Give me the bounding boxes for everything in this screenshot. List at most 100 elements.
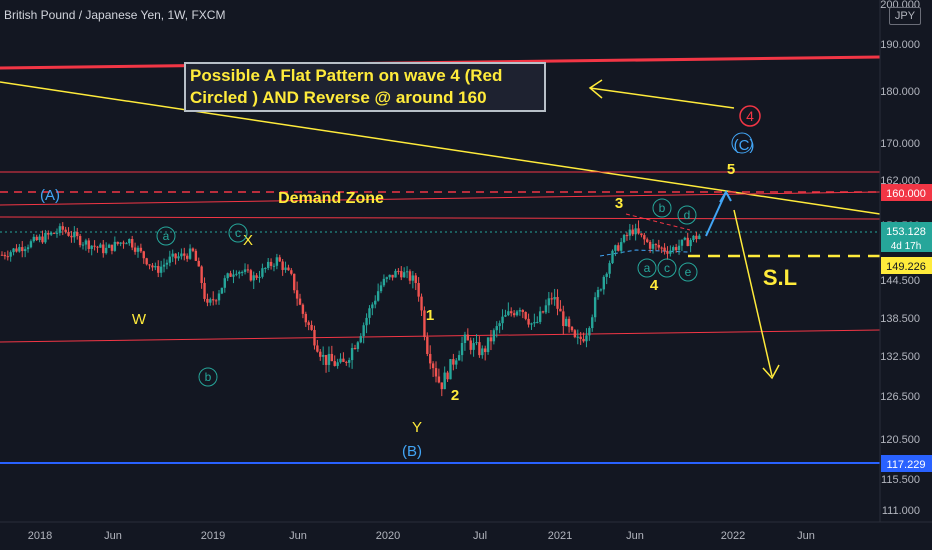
candle-body xyxy=(414,275,417,284)
candle-body xyxy=(32,236,36,242)
candle-body xyxy=(214,300,218,302)
lower-channel-line[interactable] xyxy=(0,329,881,343)
projected-wave-5-arrowhead xyxy=(719,190,732,203)
candle-body xyxy=(437,376,441,383)
candle-body xyxy=(498,323,501,327)
time-axis[interactable]: 2018 Jun 2019 Jun 2020 Jul 2021 Jun 2022 Jun xyxy=(0,521,932,542)
candle-body xyxy=(183,253,186,256)
candle-body xyxy=(631,229,634,235)
candle-body xyxy=(469,340,472,350)
candle-body xyxy=(417,283,420,297)
circled-b-2: b xyxy=(652,198,672,218)
stop-loss-label: S.L xyxy=(763,265,797,290)
pointer-arrow-line[interactable] xyxy=(589,87,735,109)
candle-body xyxy=(391,274,394,278)
currency-badge[interactable]: JPY xyxy=(889,7,921,25)
candle-body xyxy=(73,232,76,238)
price-tick-label: 111.000 xyxy=(882,505,920,517)
time-tick-label: 2020 xyxy=(376,530,400,542)
candle-body xyxy=(113,241,117,251)
candle-body xyxy=(261,268,264,277)
candle-body xyxy=(512,313,516,316)
candle-body xyxy=(151,265,154,268)
demand-zone-bottom-line[interactable] xyxy=(0,216,881,220)
candle-body xyxy=(591,317,594,329)
candle-body xyxy=(264,267,267,269)
candle-body xyxy=(157,265,160,273)
candle-body xyxy=(339,358,342,363)
demand-zone-top-line[interactable] xyxy=(0,191,881,206)
candle-body xyxy=(327,353,331,365)
candle-body xyxy=(301,304,305,314)
price-axis[interactable]: 200.000190.000180.000170.000162.000156.5… xyxy=(879,0,920,522)
wave-4-label: 4 xyxy=(650,277,659,294)
reversal-arrow-line[interactable] xyxy=(733,209,773,377)
candle-body xyxy=(61,226,64,230)
price-tick-label: 180.000 xyxy=(880,86,920,98)
candle-body xyxy=(246,269,250,271)
candle-body xyxy=(217,293,221,301)
candle-body xyxy=(125,243,128,245)
wave-C-circle xyxy=(731,132,753,154)
candle-body xyxy=(223,278,226,288)
candle-body xyxy=(481,348,484,356)
candle-body xyxy=(400,271,403,278)
candle-body xyxy=(209,299,212,303)
candle-body xyxy=(272,265,276,267)
candle-body xyxy=(49,232,53,235)
candle-body xyxy=(229,273,232,277)
candle-body xyxy=(449,359,452,380)
candle-body xyxy=(388,274,391,278)
candle-body xyxy=(295,290,299,299)
note-line-2: Circled ) AND Reverse @ around 160 xyxy=(190,88,487,107)
candle-body xyxy=(41,236,44,243)
candle-body xyxy=(191,248,195,251)
candle-body xyxy=(420,296,423,311)
candle-body xyxy=(666,251,669,254)
candle-body xyxy=(304,313,307,323)
svg-text:153.128: 153.128 xyxy=(886,226,926,238)
candle-body xyxy=(553,296,556,300)
candle-body xyxy=(266,261,270,268)
candle-body xyxy=(431,363,435,369)
candle-body xyxy=(608,263,611,274)
candle-body xyxy=(269,261,273,266)
candle-body xyxy=(76,232,79,237)
svg-text:e: e xyxy=(685,265,692,279)
candle-body xyxy=(698,235,701,240)
candle-body xyxy=(362,325,365,337)
candle-body xyxy=(570,326,574,331)
candle-body xyxy=(660,247,663,249)
analysis-note-box[interactable]: Possible A Flat Pattern on wave 4 (Red C… xyxy=(184,62,546,112)
candle-body xyxy=(611,250,614,264)
candle-body xyxy=(0,254,4,256)
chart-symbol-title[interactable]: British Pound / Japanese Yen, 1W, FXCM xyxy=(4,8,226,22)
candle-body xyxy=(374,300,377,305)
circled-e-2: e xyxy=(678,262,698,282)
candle-body xyxy=(544,305,548,313)
candle-body xyxy=(411,275,415,281)
wave-B-label: (B) xyxy=(402,443,422,460)
candle-body xyxy=(530,323,533,325)
candle-body xyxy=(455,360,458,365)
candle-body xyxy=(434,368,438,377)
candle-body xyxy=(478,342,481,356)
candle-body xyxy=(348,360,351,363)
candle-body xyxy=(165,262,169,265)
price-tag-160: 160.000 xyxy=(881,184,932,201)
candle-body xyxy=(67,231,70,236)
candle-body xyxy=(408,271,412,281)
svg-text:160.000: 160.000 xyxy=(886,188,926,200)
candle-body xyxy=(501,316,504,324)
candle-body xyxy=(212,299,215,301)
candle-body xyxy=(605,273,608,277)
candle-body xyxy=(194,250,198,261)
candle-body xyxy=(365,317,368,326)
candle-body xyxy=(298,298,302,305)
svg-text:4d 17h: 4d 17h xyxy=(891,241,922,252)
time-tick-label: Jun xyxy=(626,530,644,542)
candle-body xyxy=(504,315,507,317)
candle-body xyxy=(177,256,180,259)
candle-body xyxy=(634,228,637,235)
candle-body xyxy=(538,311,542,322)
